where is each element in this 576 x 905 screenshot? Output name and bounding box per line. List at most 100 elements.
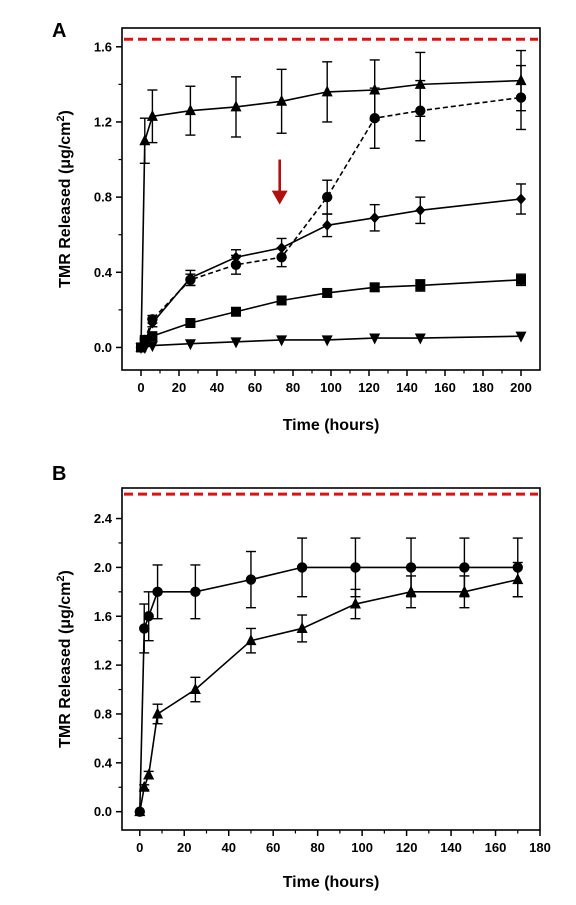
panel-b-x-tick-label: 180 [529,840,551,855]
panel-a-data-point [276,94,288,106]
panel-a-data-point [415,204,426,216]
panel-a-data-point [139,134,151,146]
panel-a-data-point [415,280,426,291]
panel-a-x-tick-label: 0 [137,380,144,395]
panel-a-series-diamond [136,183,526,353]
panel-a-data-point [146,341,158,353]
panel-a-x-tick-label: 40 [210,380,224,395]
panel-a-data-point [276,335,288,347]
panel-a-series-line [141,335,522,349]
panel-b-y-tick-label: 0.8 [94,706,112,721]
panel-b-y-axis-title: TMR Released (μg/cm2) [55,570,74,748]
panel-a-data-point [231,251,241,263]
panel-a-label: A [52,20,66,42]
panel-b-data-point [350,562,361,573]
panel-b-y-tick-label: 1.6 [94,609,112,624]
panel-a-data-point [321,85,333,97]
panel-a-y-tick-label: 0.4 [94,265,113,280]
panel-b-data-point [245,634,257,646]
panel-b-data-point [512,573,524,585]
panel-b-data-point [143,611,154,622]
panel-a-data-point [231,306,241,317]
panel-a-data-point [322,287,333,298]
panel-b-data-point [190,586,201,598]
panel-b-x-tick-label: 40 [221,840,235,855]
panel-b-data-point [459,562,470,573]
panel-a-data-point [184,339,196,351]
panel-b-data-point [405,562,417,573]
panel-a-data-point [516,274,526,285]
panel-b-data-point [189,683,201,695]
panel-a-data-point [415,105,426,116]
panel-b-y-tick-label: 0.4 [94,755,113,770]
panel-a-data-point [146,109,158,121]
panel-a-series-circle [135,64,527,353]
panel-a-data-point [516,193,526,205]
panel-a-x-tick-label: 140 [396,380,418,395]
panel-a-y-tick-label: 0.0 [94,340,112,355]
panel-a-series-line [140,198,522,348]
panel-b-x-tick-label: 100 [351,840,373,855]
panel-a-data-point [369,212,380,224]
panel-a-data-point [369,112,380,124]
panel-b-data-point [405,585,417,597]
panel-a-x-tick-label: 180 [472,380,494,395]
panel-a-series-triangle-up [135,49,527,352]
panel-a-x-tick-label: 160 [434,380,456,395]
panel-a-data-point [414,333,426,345]
panel-b-series-line [139,578,518,812]
panel-a-data-point [515,331,527,343]
panel-a-annotation-arrow-head [271,190,288,205]
panel-a-data-point [230,100,242,112]
panel-a-data-point [185,318,196,329]
panel-b-data-point [296,562,308,573]
panel-b-x-tick-label: 120 [396,840,418,855]
panel-a-x-tick-label: 200 [510,380,532,395]
panel-a-data-point [184,104,196,116]
panel-b-data-point [349,597,361,609]
panel-b-data-point [245,574,257,585]
panel-b-data-point [152,586,163,598]
panel-b-data-point [134,805,146,817]
panel-a-y-axis-title: TMR Released (μg/cm2) [55,110,74,288]
panel-b-data-point [458,585,470,597]
panel-a-data-point [185,272,196,284]
panel-a-data-point [322,219,333,231]
panel-a-data-point [147,317,158,329]
panel-b-data-point [139,623,150,634]
panel-b-x-tick-label: 60 [266,840,280,855]
panel-a-data-point [369,282,380,293]
panel-b-y-tick-label: 0.0 [94,804,112,819]
panel-b-data-point [152,707,164,719]
panel-a-data-point [139,334,150,345]
panel-a-x-tick-label: 60 [248,380,262,395]
panel-a-data-point [369,333,381,345]
panel-a-x-tick-label: 100 [320,380,342,395]
panel-b-y-tick-label: 1.2 [94,658,112,673]
panel-b-x-tick-label: 0 [136,840,143,855]
panel-a-data-point [147,331,158,342]
panel-a: A 0 20 40 60 80 100 120 140 160 180 200 0.0 0.4 0.8 1.… [52,20,541,434]
panel-a-data-point [322,191,333,203]
panel-b-x-tick-label: 140 [440,840,462,855]
panel-a-x-tick-label: 20 [172,380,186,395]
panel-a-data-point [276,242,287,254]
panel-a-x-tick-label: 120 [358,380,380,395]
panel-b-data-point [296,621,308,633]
panel-a-y-tick-label: 1.2 [94,114,112,129]
panel-b-y-tick-label: 2.0 [94,560,112,575]
panel-b-data-point [143,768,155,780]
panel-b-plot-frame [121,487,541,831]
panel-a-data-point [139,342,151,354]
panel-b-x-tick-label: 160 [485,840,507,855]
panel-a-series-line [140,79,522,348]
panel-b-label: B [52,463,66,485]
panel-a-x-tick-label: 80 [286,380,300,395]
panel-a-data-point [321,335,333,347]
panel-a-data-point [515,92,527,103]
panel-b-y-tick-label: 2.4 [94,511,113,526]
panel-a-y-tick-label: 0.8 [94,190,112,205]
panel-b-series-triangle-up [134,561,524,817]
panel-a-y-tick-label: 1.6 [94,39,112,54]
